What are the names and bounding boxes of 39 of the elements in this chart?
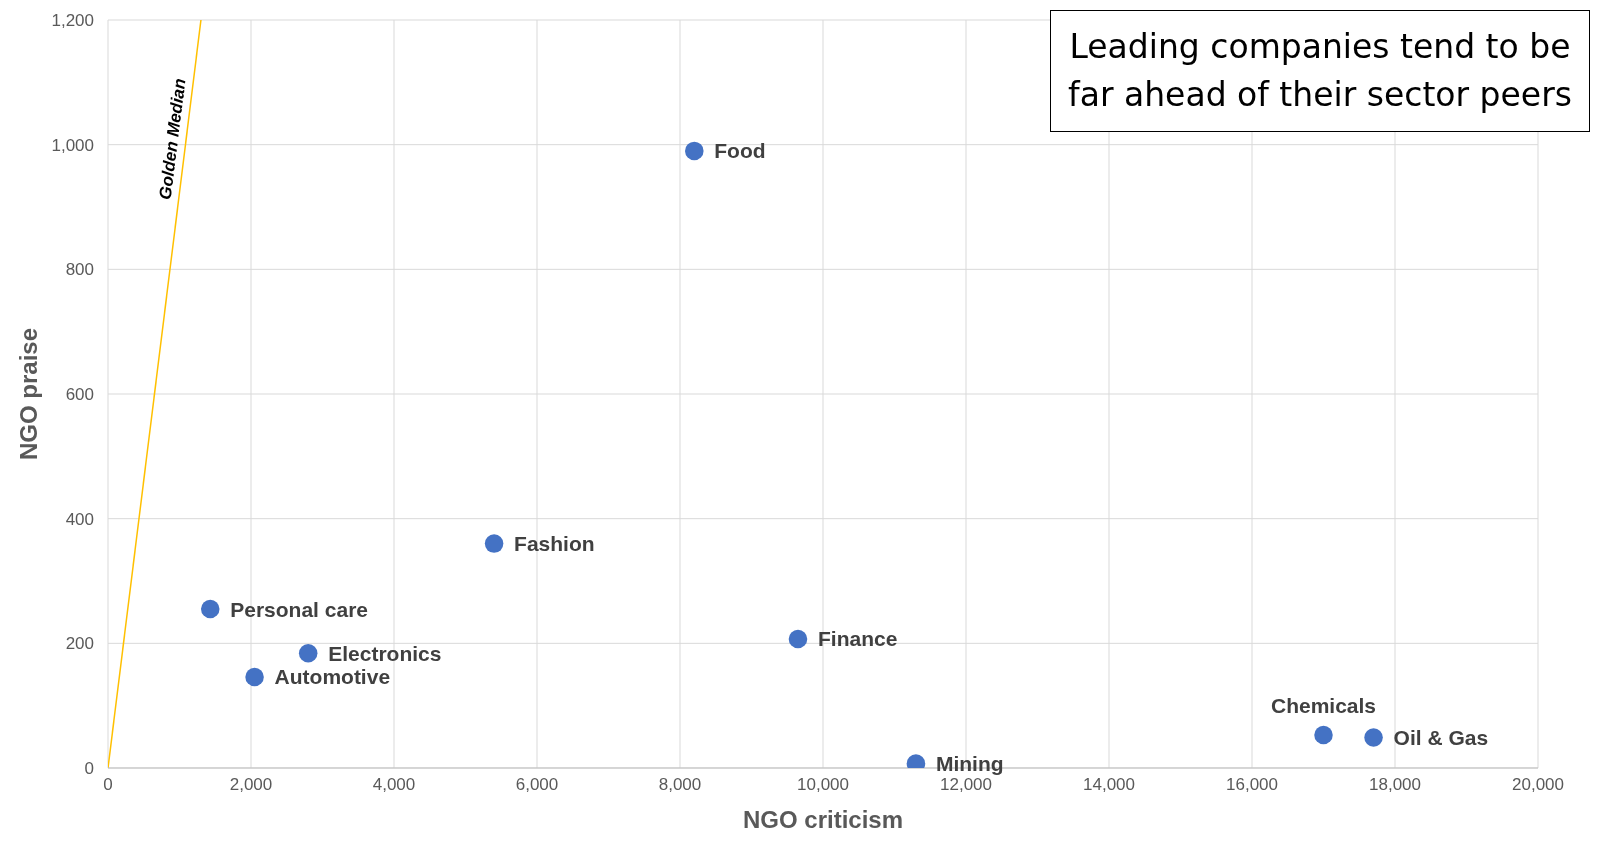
- point: [788, 629, 808, 649]
- y-tick-label: 1,200: [51, 11, 94, 30]
- y-tick-label: 400: [65, 509, 94, 529]
- annotation: Mining: [935, 752, 1004, 776]
- y-tick-label: 800: [65, 260, 94, 280]
- annotation: Personal care: [230, 597, 369, 621]
- annotation: Finance: [817, 627, 898, 651]
- annotation: Oil & Gas: [1393, 725, 1489, 749]
- x-tick-label: 14,000: [1083, 775, 1135, 794]
- x-tick-label: 8,000: [658, 775, 702, 794]
- point: [1364, 728, 1383, 747]
- annotation: Electronics: [328, 641, 442, 665]
- point: [298, 644, 318, 663]
- x-tick-label: 0: [103, 775, 113, 794]
- y-tick-label: 0: [84, 759, 94, 778]
- point: [685, 141, 704, 161]
- y-axis-title: NGO praise: [14, 327, 42, 461]
- annotation: Fashion: [514, 532, 595, 556]
- point: [484, 534, 504, 553]
- y-tick-label: 1,000: [51, 135, 94, 155]
- annotation: Leading companies tend to be far ahead of their sector peers: [1050, 10, 1590, 132]
- x-tick-label: 10,000: [797, 775, 849, 794]
- y-tick-label: 600: [65, 385, 94, 404]
- x-tick-label: 16,000: [1226, 775, 1278, 794]
- annotation: Food: [714, 139, 766, 163]
- x-tick-label: 12,000: [940, 775, 992, 794]
- point: [1314, 725, 1333, 745]
- x-tick-label: 6,000: [515, 775, 559, 794]
- x-axis-title: NGO criticism: [742, 806, 904, 833]
- point: [245, 667, 264, 687]
- x-tick-label: 2,000: [229, 775, 273, 794]
- x-tick-label: 4,000: [372, 775, 416, 794]
- x-tick-label: 20,000: [1512, 775, 1564, 794]
- text: Golden Median: [155, 77, 190, 201]
- annotation: Chemicals: [1270, 693, 1377, 717]
- y-tick-label: 200: [65, 634, 94, 654]
- point: [200, 599, 220, 619]
- x-tick-label: 18,000: [1369, 775, 1421, 794]
- annotation: Automotive: [274, 665, 391, 689]
